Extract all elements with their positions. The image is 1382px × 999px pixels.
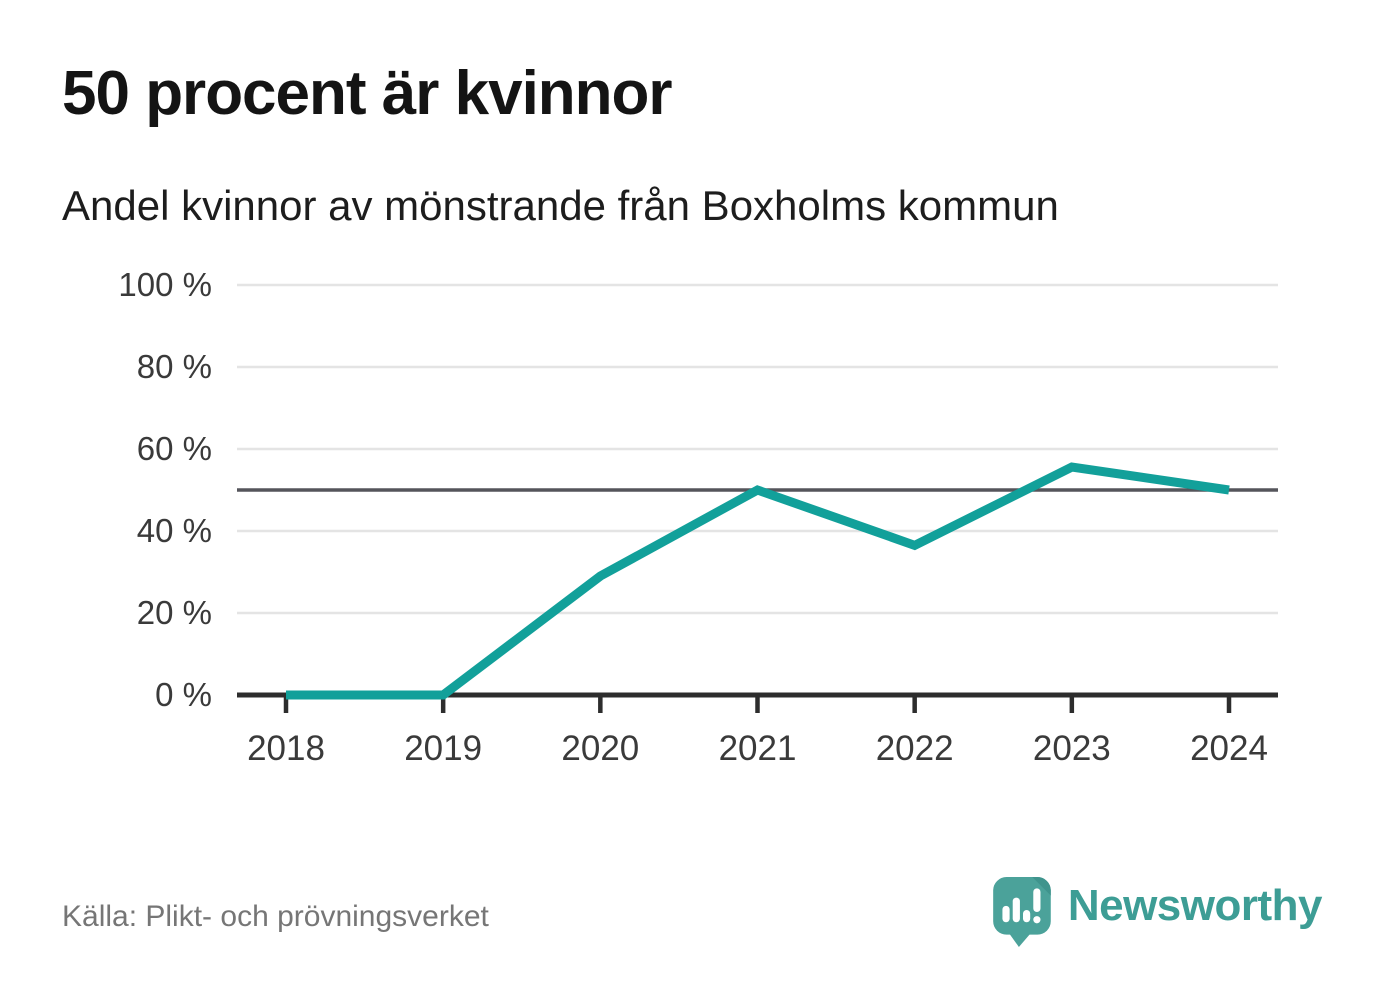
chart-subtitle: Andel kvinnor av mönstrande från Boxholm… <box>62 182 1059 229</box>
y-tick-label: 60 % <box>137 430 212 467</box>
x-tick-label: 2022 <box>876 729 954 768</box>
newsworthy-logo-icon <box>992 877 1051 947</box>
y-tick-label: 40 % <box>137 512 212 549</box>
y-tick-label: 20 % <box>137 594 212 631</box>
x-tick-label: 2018 <box>247 729 325 768</box>
brand-footer: Newsworthy <box>992 874 1323 950</box>
y-tick-label: 0 % <box>155 676 212 713</box>
x-tick-label: 2024 <box>1190 729 1268 768</box>
x-tick-label: 2019 <box>404 729 482 768</box>
page-title: 50 procent är kvinnor <box>62 59 673 128</box>
y-tick-label: 80 % <box>137 348 212 385</box>
x-tick-label: 2020 <box>561 729 639 768</box>
x-tick-label: 2023 <box>1033 729 1111 768</box>
source-text: Källa: Plikt- och prövningsverket <box>62 900 489 933</box>
bar-chart-exclamation-glyph <box>1002 888 1041 924</box>
x-tick-label: 2021 <box>719 729 797 768</box>
newsworthy-wordmark: Newsworthy <box>1067 881 1323 930</box>
y-tick-label: 100 % <box>118 266 212 303</box>
data-line <box>286 462 1230 700</box>
